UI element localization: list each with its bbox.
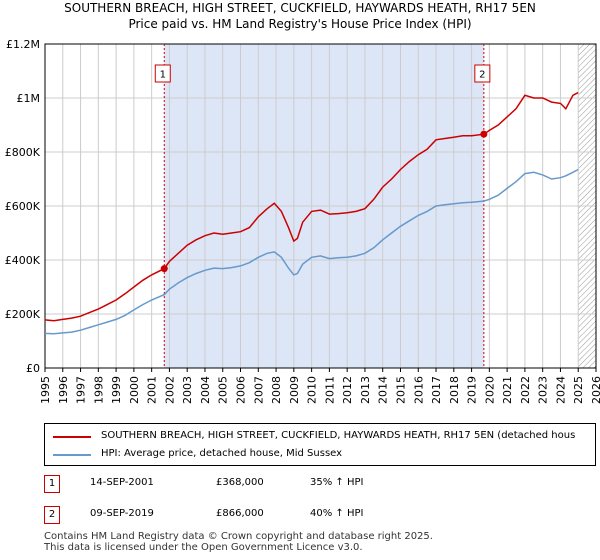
price-chart: £0 £200K £400K £600K £800K £1M £1.2M 1995 1996 19… [5, 38, 600, 404]
transaction-marker: 2 [44, 506, 60, 524]
x-tick-label: 2017 [430, 376, 443, 404]
transaction-date: 14-SEP-2001 [90, 477, 154, 488]
sale-point [160, 265, 168, 273]
legend-swatch-hpi [53, 454, 91, 456]
x-tick-label: 2011 [323, 376, 336, 404]
x-tick-label: 2021 [501, 376, 514, 404]
x-tick-label: 1998 [92, 376, 105, 404]
x-tick-label: 2014 [377, 376, 390, 404]
y-tick-label: £400K [5, 254, 41, 267]
x-tick-label: 1995 [39, 376, 52, 404]
x-tick-label: 2001 [146, 376, 159, 404]
series-line-hpi [44, 168, 579, 335]
legend-label-hpi: HPI: Average price, detached house, Mid … [101, 448, 343, 459]
x-tick-label: 2004 [199, 376, 212, 404]
x-tick-label: 2025 [572, 376, 585, 404]
legend-swatch-property [53, 436, 91, 438]
y-tick-label: £200K [5, 308, 41, 321]
x-tick-label: 2000 [128, 376, 141, 404]
x-tick-label: 2026 [590, 376, 600, 404]
x-tick-label: 2013 [359, 376, 372, 404]
series-line-property [44, 91, 579, 322]
x-tick-label: 2003 [181, 376, 194, 404]
legend-label-property: SOUTHERN BREACH, HIGH STREET, CUCKFIELD,… [101, 430, 576, 441]
x-tick-label: 2010 [306, 376, 319, 404]
x-tick-label: 1997 [75, 376, 88, 404]
chart-title-line1: SOUTHERN BREACH, HIGH STREET, CUCKFIELD,… [64, 1, 536, 15]
plot-frame [44, 43, 597, 369]
transaction-hpi-change: 35% ↑ HPI [310, 477, 364, 488]
footer-line2: This data is licensed under the Open Gov… [44, 542, 363, 553]
transaction-hpi-change: 40% ↑ HPI [310, 508, 364, 519]
x-tick-label: 2023 [537, 376, 550, 404]
x-tick-label: 2006 [235, 376, 248, 404]
sale-annotation-box [154, 64, 171, 83]
sale-annotation-label: 2 [479, 70, 485, 81]
legend: SOUTHERN BREACH, HIGH STREET, CUCKFIELD,… [44, 423, 596, 466]
sale-annotation-box [474, 64, 491, 83]
x-tick-label: 2009 [288, 376, 301, 404]
x-tick-label: 2005 [217, 376, 230, 404]
chart-title-line2: Price paid vs. HM Land Registry's House … [128, 17, 472, 31]
x-tick-label: 2024 [554, 376, 567, 404]
y-tick-label: £800K [5, 146, 41, 159]
x-tick-label: 2008 [270, 376, 283, 404]
x-tick-label: 2007 [252, 376, 265, 404]
y-tick-label: £600K [5, 200, 41, 213]
x-tick-label: 2002 [163, 376, 176, 404]
footer-line1: Contains HM Land Registry data © Crown c… [44, 531, 433, 542]
transaction-date: 09-SEP-2019 [90, 508, 154, 519]
x-tick-label: 2018 [448, 376, 461, 404]
x-tick-label: 2016 [412, 376, 425, 404]
transaction-price: £368,000 [216, 477, 264, 488]
x-tick-label: 2022 [519, 376, 532, 404]
y-tick-label: £1M [17, 92, 41, 105]
transaction-marker: 1 [44, 475, 60, 493]
y-tick-label: £0 [26, 362, 40, 375]
x-tick-label: 2015 [394, 376, 407, 404]
y-tick-label: £1.2M [6, 38, 40, 51]
x-tick-label: 2020 [483, 376, 496, 404]
footer: Contains HM Land Registry data © Crown c… [44, 531, 433, 553]
x-tick-label: 2012 [341, 376, 354, 404]
sale-point [480, 130, 488, 138]
sale-annotation-label: 1 [160, 70, 166, 81]
x-tick-label: 1996 [57, 376, 70, 404]
transaction-price: £866,000 [216, 508, 264, 519]
x-tick-label: 2019 [466, 376, 479, 404]
x-tick-label: 1999 [110, 376, 123, 404]
